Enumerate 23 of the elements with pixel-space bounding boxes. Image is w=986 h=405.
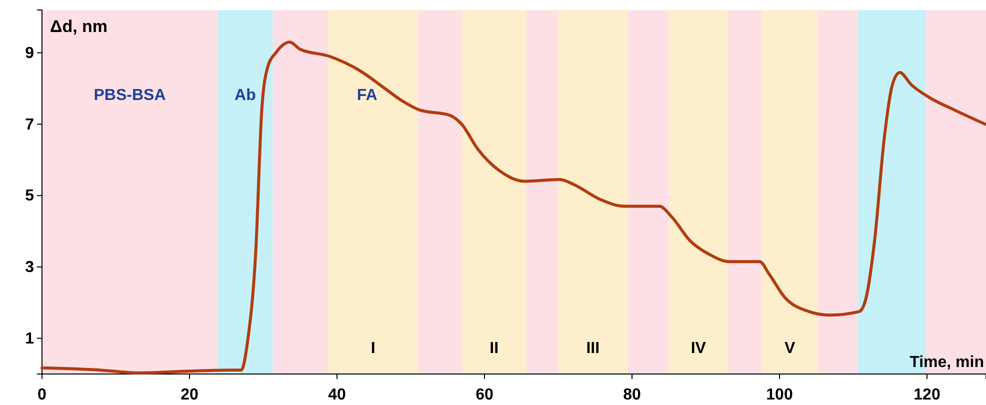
band-label: IV (690, 340, 706, 358)
line-series (40, 40, 986, 374)
x-tick-label: 100 (766, 386, 793, 404)
band-label: V (784, 340, 796, 358)
band-label: II (490, 340, 499, 358)
x-tick-label: 0 (38, 386, 47, 404)
y-tick-label: 9 (25, 44, 34, 62)
y-tick-label: 3 (25, 259, 34, 276)
band-label: I (370, 340, 376, 358)
y-tick-label: 1 (25, 330, 34, 348)
x-tick-label: 60 (476, 386, 494, 404)
x-tick-label: 80 (623, 386, 641, 404)
x-axis-title: Time, min (910, 354, 984, 371)
x-tick-label: 120 (914, 386, 940, 404)
band-label: PBS-BSA (94, 86, 166, 104)
y-tick-label: 7 (25, 116, 34, 134)
band-label: III (586, 340, 600, 358)
y-tick-label: 5 (25, 188, 34, 205)
y-axis-title: Δd, nm (50, 17, 108, 36)
annotation: FA (356, 86, 378, 104)
band-label: Ab (234, 86, 256, 104)
x-tick-label: 40 (328, 386, 346, 404)
x-tick-label: 20 (180, 386, 198, 404)
